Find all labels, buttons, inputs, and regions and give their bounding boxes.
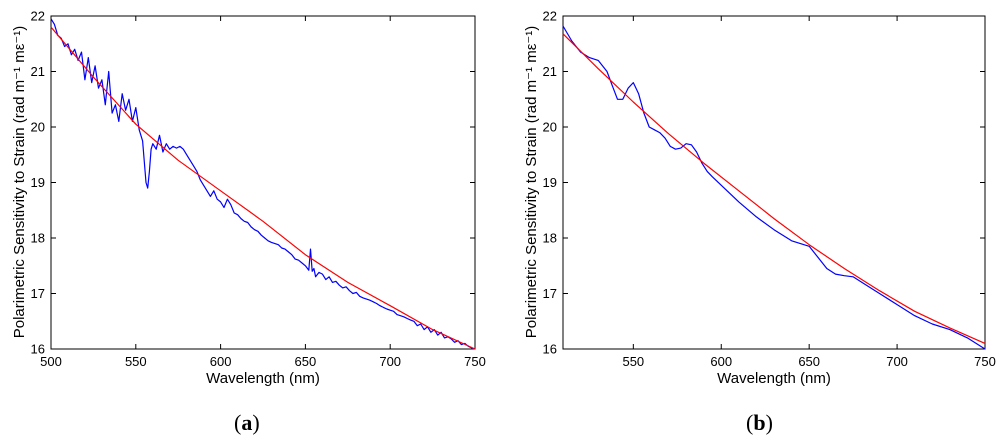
y-tick-label-b-6: 22 bbox=[543, 9, 557, 24]
y-tick-label-b-2: 18 bbox=[543, 231, 557, 246]
plot-area-frame-a bbox=[50, 15, 476, 350]
x-axis-label-b: Wavelength (nm) bbox=[717, 370, 831, 387]
x-ticks-b: 550 600 650 700 750 bbox=[622, 16, 996, 369]
y-tick-label-b-4: 20 bbox=[543, 120, 557, 135]
series-line-fit-b bbox=[562, 33, 986, 344]
series-line-measured-a bbox=[50, 18, 476, 350]
x-tick-label-a-0: 500 bbox=[40, 354, 62, 369]
x-tick-label-a-5: 750 bbox=[464, 354, 486, 369]
y-tick-label-a-2: 18 bbox=[31, 231, 45, 246]
chart-panel-a: 500 550 600 650 700 750 16 17 18 19 20 21 22 Wavele… bbox=[11, 9, 486, 436]
series-line-fit-a bbox=[50, 26, 476, 350]
y-tick-label-a-5: 21 bbox=[31, 64, 45, 79]
x-tick-label-b-3: 700 bbox=[886, 354, 908, 369]
y-axis-label-b: Polarimetric Sensitivity to Strain (rad … bbox=[523, 26, 540, 339]
panel-letter-b: b bbox=[753, 410, 765, 435]
y-tick-label-a-0: 16 bbox=[31, 342, 45, 357]
y-tick-label-b-5: 21 bbox=[543, 64, 557, 79]
x-ticks-a: 500 550 600 650 700 750 bbox=[40, 16, 486, 369]
x-tick-label-b-4: 750 bbox=[974, 354, 996, 369]
x-tick-label-a-2: 600 bbox=[210, 354, 232, 369]
y-tick-label-a-3: 19 bbox=[31, 175, 45, 190]
y-tick-label-b-3: 19 bbox=[543, 175, 557, 190]
x-tick-label-b-0: 550 bbox=[622, 354, 644, 369]
y-axis-label-a: Polarimetric Sensitivity to Strain (rad … bbox=[11, 26, 28, 339]
y-tick-label-b-1: 17 bbox=[543, 286, 557, 301]
panel-letter-a: a bbox=[241, 410, 252, 435]
panel-label-a: (a) bbox=[234, 410, 260, 435]
plot-area-frame-b bbox=[562, 15, 986, 350]
y-tick-label-b-0: 16 bbox=[543, 342, 557, 357]
y-ticks-b: 16 17 18 19 20 21 22 bbox=[543, 9, 985, 357]
x-tick-label-a-3: 650 bbox=[295, 354, 317, 369]
series-b bbox=[562, 25, 986, 350]
y-tick-label-a-4: 20 bbox=[31, 120, 45, 135]
x-tick-label-a-1: 550 bbox=[125, 354, 147, 369]
x-tick-label-b-1: 600 bbox=[710, 354, 732, 369]
y-tick-label-a-6: 22 bbox=[31, 9, 45, 24]
chart-panel-b: 550 600 650 700 750 16 17 18 19 20 21 22 Wavelengt… bbox=[523, 9, 996, 436]
x-axis-label-a: Wavelength (nm) bbox=[206, 370, 320, 387]
y-ticks-a: 16 17 18 19 20 21 22 bbox=[31, 9, 475, 357]
x-tick-label-a-4: 700 bbox=[379, 354, 401, 369]
series-line-measured-b bbox=[562, 25, 986, 350]
series-a bbox=[50, 18, 476, 350]
panel-label-b: (b) bbox=[746, 410, 773, 435]
x-tick-label-b-2: 650 bbox=[798, 354, 820, 369]
y-tick-label-a-1: 17 bbox=[31, 286, 45, 301]
